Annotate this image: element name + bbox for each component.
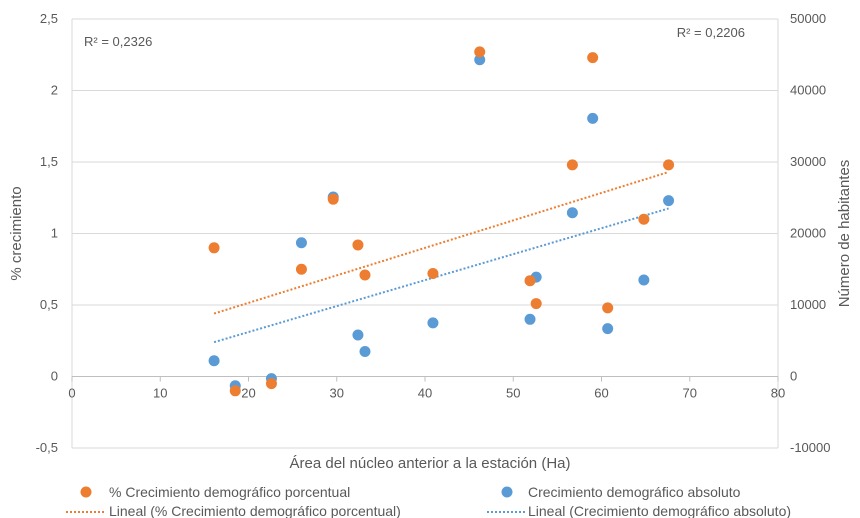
y-axis-title-left: % crecimiento <box>8 186 25 280</box>
y-left-tick-label: 0,5 <box>40 297 58 312</box>
x-tick-label: 30 <box>330 386 344 401</box>
data-point-absoluto <box>295 237 307 249</box>
data-point-absoluto <box>474 54 486 66</box>
data-point-porcentual <box>208 242 220 254</box>
data-point-absoluto <box>663 195 675 207</box>
legend-marker-porcentual <box>80 486 92 498</box>
data-point-porcentual <box>587 52 599 64</box>
r2-label-left: R² = 0,2326 <box>84 34 152 49</box>
x-tick-label: 50 <box>506 386 520 401</box>
data-point-absoluto <box>359 345 371 357</box>
data-points <box>208 46 675 397</box>
x-tick-label: 70 <box>683 386 697 401</box>
data-point-porcentual <box>327 193 339 205</box>
trendlines <box>213 171 669 344</box>
x-tick-label: 10 <box>153 386 167 401</box>
y-left-tick-label: 2 <box>51 83 58 98</box>
data-point-absoluto <box>602 323 614 335</box>
y-left-tick-label: 0 <box>51 369 58 384</box>
legend: % Crecimiento demográfico porcentual Cre… <box>66 484 791 518</box>
y-right-tick-label: 0 <box>790 369 797 384</box>
data-point-porcentual <box>474 46 486 58</box>
trendline-porcentual <box>213 171 669 315</box>
data-point-absoluto <box>566 207 578 219</box>
r2-label-right: R² = 0,2206 <box>677 25 745 40</box>
data-point-absoluto <box>638 274 650 286</box>
data-point-porcentual <box>427 268 439 280</box>
y-right-tick-label: 30000 <box>790 154 826 169</box>
y-right-tick-label: 40000 <box>790 83 826 98</box>
y-right-tick-label: 10000 <box>790 297 826 312</box>
data-point-porcentual <box>530 298 542 310</box>
tick-labels: -0,5 0 0,5 1 1,5 2 2,5 -10000 0 10000 20000 30000 40… <box>36 11 831 455</box>
y-axis-title-right: Número de habitantes <box>836 160 853 308</box>
legend-label-porcentual: % Crecimiento demográfico porcentual <box>109 484 350 500</box>
data-point-absoluto <box>587 112 599 124</box>
data-point-porcentual <box>638 213 650 225</box>
data-point-porcentual <box>359 269 371 281</box>
data-point-porcentual <box>352 239 364 251</box>
data-point-absoluto <box>427 317 439 329</box>
data-point-porcentual <box>663 159 675 171</box>
y-left-tick-label: 1,5 <box>40 154 58 169</box>
y-left-tick-label: 2,5 <box>40 11 58 26</box>
data-point-porcentual <box>602 302 614 314</box>
x-axis-title: Área del núcleo anterior a la estación (… <box>290 455 571 472</box>
data-point-absoluto <box>352 329 364 341</box>
trendline-absoluto <box>213 207 669 344</box>
legend-label-trend-absoluto: Lineal (Crecimiento demográfico absoluto… <box>528 503 791 518</box>
y-left-tick-label: -0,5 <box>36 440 58 455</box>
y-right-tick-label: 50000 <box>790 11 826 26</box>
x-tick-label: 0 <box>68 386 75 401</box>
y-left-tick-label: 1 <box>51 226 58 241</box>
x-tick-label: 60 <box>594 386 608 401</box>
data-point-absoluto <box>208 355 220 367</box>
data-point-porcentual <box>265 378 277 390</box>
legend-marker-absoluto <box>501 486 513 498</box>
legend-label-trend-porcentual: Lineal (% Crecimiento demográfico porcen… <box>109 503 401 518</box>
x-tick-label: 20 <box>241 386 255 401</box>
data-point-porcentual <box>295 263 307 275</box>
x-tick-label: 40 <box>418 386 432 401</box>
legend-label-absoluto: Crecimiento demográfico absoluto <box>528 484 741 500</box>
x-tick-label: 80 <box>771 386 785 401</box>
gridlines <box>72 18 778 449</box>
axes <box>71 19 779 448</box>
data-point-porcentual <box>566 159 578 171</box>
data-point-porcentual <box>229 385 241 397</box>
y-right-tick-label: -10000 <box>790 440 830 455</box>
y-right-tick-label: 20000 <box>790 226 826 241</box>
data-point-absoluto <box>524 313 536 325</box>
data-point-porcentual <box>524 275 536 287</box>
